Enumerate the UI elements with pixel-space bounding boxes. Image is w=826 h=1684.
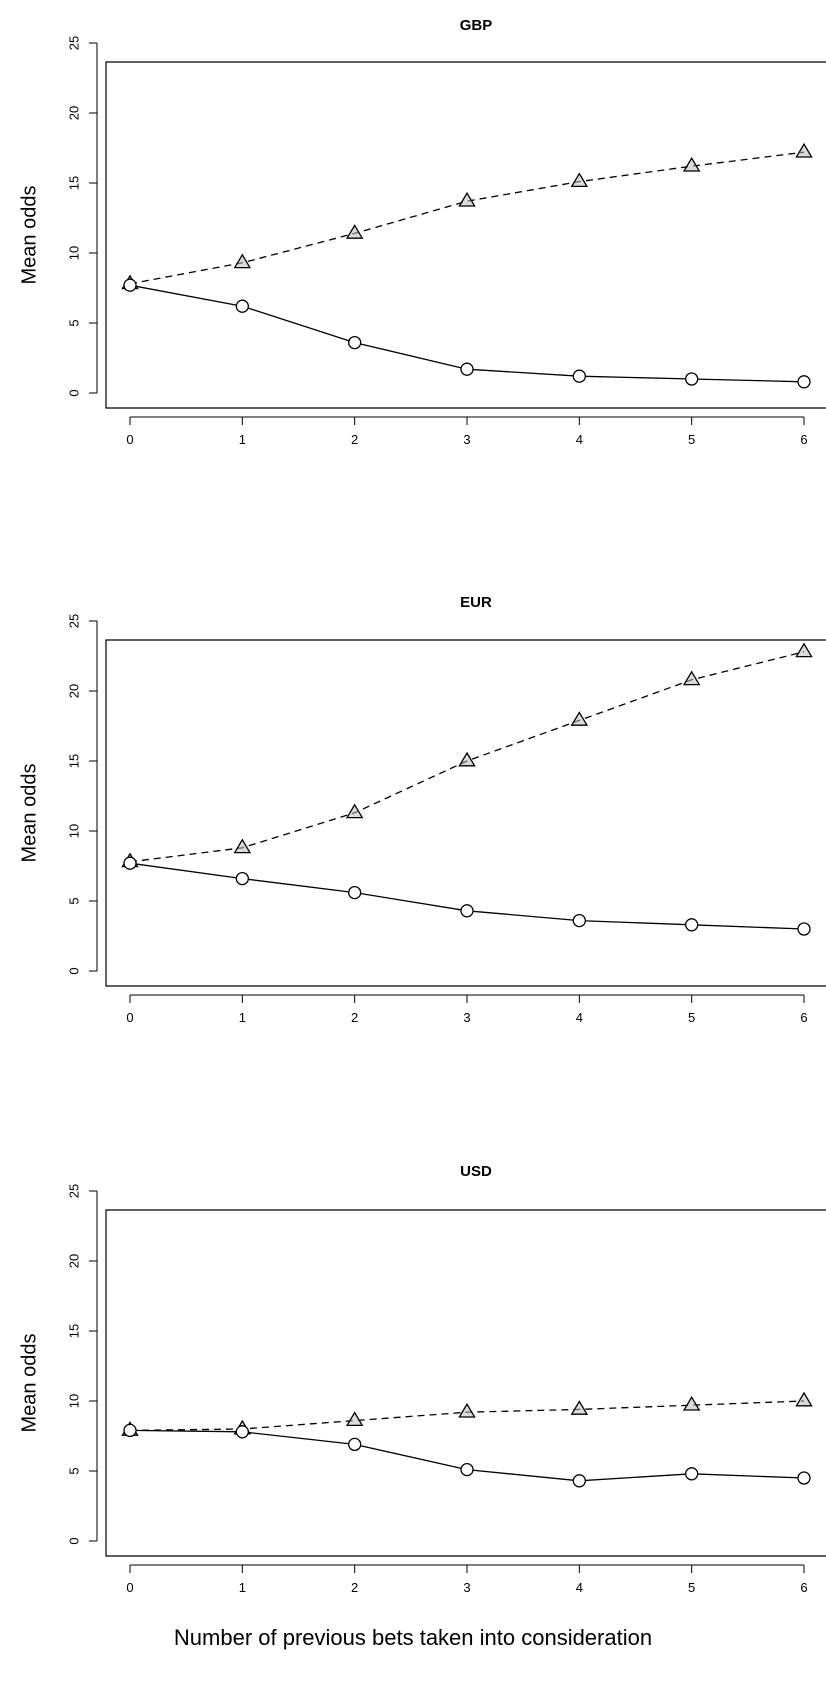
x-tick-label: 6 <box>800 432 807 447</box>
plot-frame <box>105 1209 826 1557</box>
data-point-triangle <box>795 142 813 158</box>
data-point-triangle <box>570 711 589 726</box>
x-tick-label: 1 <box>239 1010 246 1025</box>
chart-title: USD <box>460 1163 492 1180</box>
y-tick-label: 25 <box>66 614 81 628</box>
y-tick-label: 0 <box>66 389 81 396</box>
plot-frame <box>105 61 826 409</box>
x-tick-label: 5 <box>688 432 695 447</box>
x-tick-label: 4 <box>576 1580 583 1595</box>
chart-panel-eur: EUR 0 1 2 3 4 5 6 0 5 10 15 20 25 Mean odds <box>18 594 826 1025</box>
y-tick-label: 5 <box>66 319 81 326</box>
x-tick-label: 2 <box>351 1010 358 1025</box>
data-point-triangle <box>570 1400 589 1415</box>
data-point-circle <box>460 904 474 918</box>
data-point-triangle <box>682 156 701 172</box>
data-point-circle <box>797 375 811 389</box>
y-tick-label: 10 <box>66 1394 81 1408</box>
data-point-circle <box>460 1462 474 1477</box>
data-point-triangle <box>570 172 589 188</box>
y-tick-label: 20 <box>66 106 81 120</box>
data-point-triangle <box>458 751 476 767</box>
x-tick-label: 0 <box>126 1010 133 1025</box>
series-line-triangle <box>129 151 805 285</box>
data-point-circle <box>123 278 137 292</box>
data-point-circle <box>348 885 362 900</box>
y-tick-label: 25 <box>66 1184 81 1198</box>
data-point-circle <box>797 922 811 936</box>
data-point-circle <box>685 372 699 386</box>
data-point-circle <box>235 871 249 886</box>
data-point-triangle <box>345 224 364 239</box>
data-point-circle <box>235 299 249 313</box>
y-axis-label: Mean odds <box>18 764 40 863</box>
chart-panel-usd: USD 0 1 2 3 4 5 6 0 5 10 15 20 25 Mean odds Number of p… <box>18 1163 826 1650</box>
x-tick-label: 3 <box>463 432 470 447</box>
y-tick-label: 20 <box>66 1254 81 1268</box>
data-point-circle <box>685 918 699 932</box>
y-tick-label: 15 <box>66 1324 81 1338</box>
x-tick-label: 2 <box>351 432 358 447</box>
x-tick-label: 1 <box>239 1580 246 1595</box>
data-point-circle <box>572 1474 586 1488</box>
data-point-triangle <box>458 191 476 207</box>
series-line-circle <box>129 862 805 930</box>
data-point-circle <box>123 1423 137 1438</box>
y-tick-label: 10 <box>66 824 81 838</box>
y-axis-label: Mean odds <box>18 1334 40 1433</box>
x-tick-label: 3 <box>463 1580 470 1595</box>
x-tick-label: 4 <box>576 432 583 447</box>
data-point-circle <box>348 335 362 350</box>
data-point-triangle <box>682 1395 701 1411</box>
x-tick-label: 6 <box>800 1010 807 1025</box>
chart-panel-gbp: GBP 0 1 2 3 4 5 6 0 5 10 15 20 25 Mean odds <box>18 17 826 447</box>
y-tick-label: 5 <box>66 897 81 904</box>
data-point-triangle <box>795 1391 813 1407</box>
data-point-triangle <box>682 670 701 686</box>
y-tick-label: 0 <box>66 1537 81 1544</box>
data-point-circle <box>348 1437 362 1452</box>
x-tick-label: 6 <box>800 1580 807 1595</box>
data-point-circle <box>123 856 137 870</box>
x-tick-label: 3 <box>463 1010 470 1025</box>
x-tick-label: 1 <box>239 432 246 447</box>
y-tick-label: 25 <box>66 36 81 50</box>
x-tick-label: 5 <box>688 1580 695 1595</box>
x-tick-label: 0 <box>126 432 133 447</box>
data-point-triangle <box>345 803 364 819</box>
y-tick-label: 15 <box>66 754 81 768</box>
data-point-circle <box>235 1425 249 1439</box>
data-point-circle <box>572 369 586 383</box>
x-tick-label: 4 <box>576 1010 583 1025</box>
data-point-circle <box>797 1471 811 1485</box>
data-point-circle <box>685 1467 699 1481</box>
chart-title: GBP <box>460 17 493 34</box>
data-point-triangle <box>233 253 252 269</box>
data-point-circle <box>460 362 474 376</box>
data-point-triangle <box>795 642 813 658</box>
y-tick-label: 20 <box>66 684 81 698</box>
y-tick-label: 5 <box>66 1467 81 1474</box>
data-point-triangle <box>233 838 252 854</box>
chart-title: EUR <box>460 594 492 611</box>
y-tick-label: 10 <box>66 246 81 260</box>
data-point-circle <box>572 913 586 928</box>
data-point-triangle <box>345 1411 364 1427</box>
x-tick-label: 0 <box>126 1580 133 1595</box>
y-tick-label: 0 <box>66 967 81 974</box>
plot-frame <box>105 639 826 987</box>
x-axis-label: Number of previous bets taken into consi… <box>174 1625 652 1650</box>
y-axis-label: Mean odds <box>18 186 40 285</box>
data-point-triangle <box>458 1402 476 1418</box>
x-tick-label: 2 <box>351 1580 358 1595</box>
y-tick-label: 15 <box>66 176 81 190</box>
x-tick-label: 5 <box>688 1010 695 1025</box>
